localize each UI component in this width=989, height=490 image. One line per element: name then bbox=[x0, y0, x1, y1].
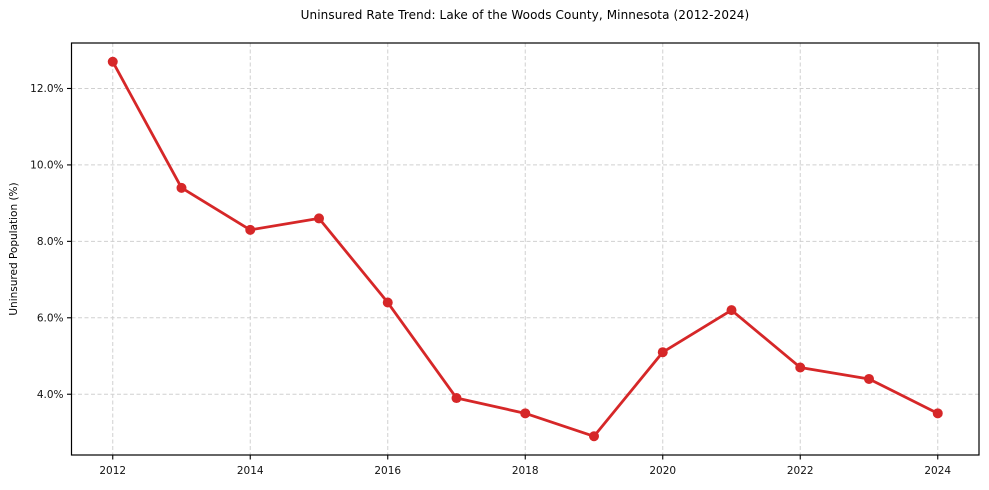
data-point bbox=[107, 56, 118, 67]
data-point bbox=[176, 182, 187, 193]
data-point bbox=[382, 297, 393, 308]
data-point bbox=[245, 224, 256, 235]
x-tick-label: 2024 bbox=[924, 465, 951, 477]
y-tick-label: 10.0% bbox=[30, 160, 63, 172]
x-tick-label: 2020 bbox=[649, 465, 676, 477]
data-point bbox=[864, 373, 874, 384]
data-point bbox=[657, 347, 668, 358]
y-tick-label: 12.0% bbox=[30, 83, 63, 95]
data-point bbox=[726, 305, 737, 316]
x-tick-label: 2018 bbox=[512, 465, 539, 477]
y-tick-label: 8.0% bbox=[37, 236, 64, 248]
data-point bbox=[795, 362, 806, 373]
data-point bbox=[314, 213, 324, 224]
x-tick-label: 2012 bbox=[99, 465, 126, 477]
x-tick-label: 2016 bbox=[374, 465, 401, 477]
data-point bbox=[932, 408, 943, 419]
y-tick-label: 4.0% bbox=[37, 389, 64, 401]
data-point bbox=[451, 393, 462, 404]
data-point bbox=[520, 408, 531, 419]
x-tick-label: 2014 bbox=[237, 465, 264, 477]
data-point bbox=[589, 431, 599, 442]
y-tick-label: 6.0% bbox=[37, 312, 64, 324]
chart-title: Uninsured Rate Trend: Lake of the Woods … bbox=[300, 8, 750, 22]
x-tick-label: 2022 bbox=[787, 465, 814, 477]
